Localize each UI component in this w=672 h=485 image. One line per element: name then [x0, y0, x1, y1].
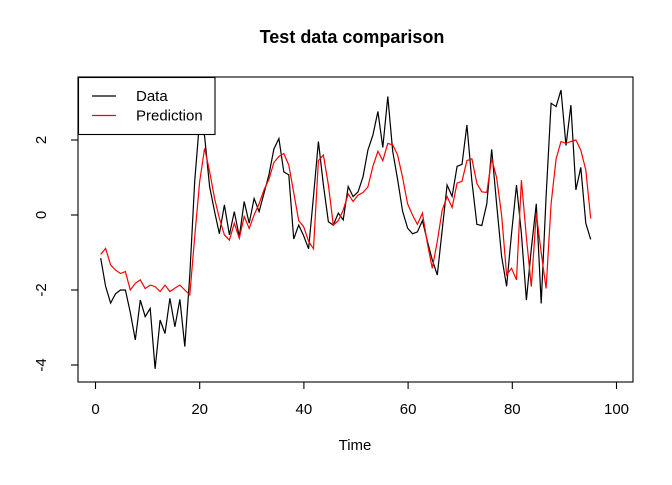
y-tick-label: -4	[33, 358, 50, 371]
y-tick-label: 2	[33, 136, 50, 144]
y-tick-label: 0	[33, 211, 50, 219]
x-axis-ticks: 0 20 40 60 80 100	[91, 382, 629, 418]
x-axis-label: Time	[339, 437, 372, 454]
legend-box	[77, 76, 216, 136]
prediction-series-line	[100, 139, 592, 297]
x-tick-label: 100	[604, 401, 629, 418]
x-tick-label: 60	[400, 401, 417, 418]
x-tick-label: 20	[191, 401, 208, 418]
y-axis-ticks: -4 -2 0 2	[33, 136, 78, 372]
legend-label-prediction: Prediction	[136, 108, 203, 125]
x-tick-label: 40	[296, 401, 313, 418]
legend: Data Prediction	[77, 76, 216, 136]
x-tick-label: 80	[504, 401, 521, 418]
y-tick-label: -2	[33, 283, 50, 296]
x-tick-label: 0	[91, 401, 99, 418]
legend-label-data: Data	[136, 88, 168, 105]
plot-panel-border	[77, 76, 634, 383]
chart-title: Test data comparison	[260, 27, 445, 47]
series-lines	[100, 89, 592, 369]
